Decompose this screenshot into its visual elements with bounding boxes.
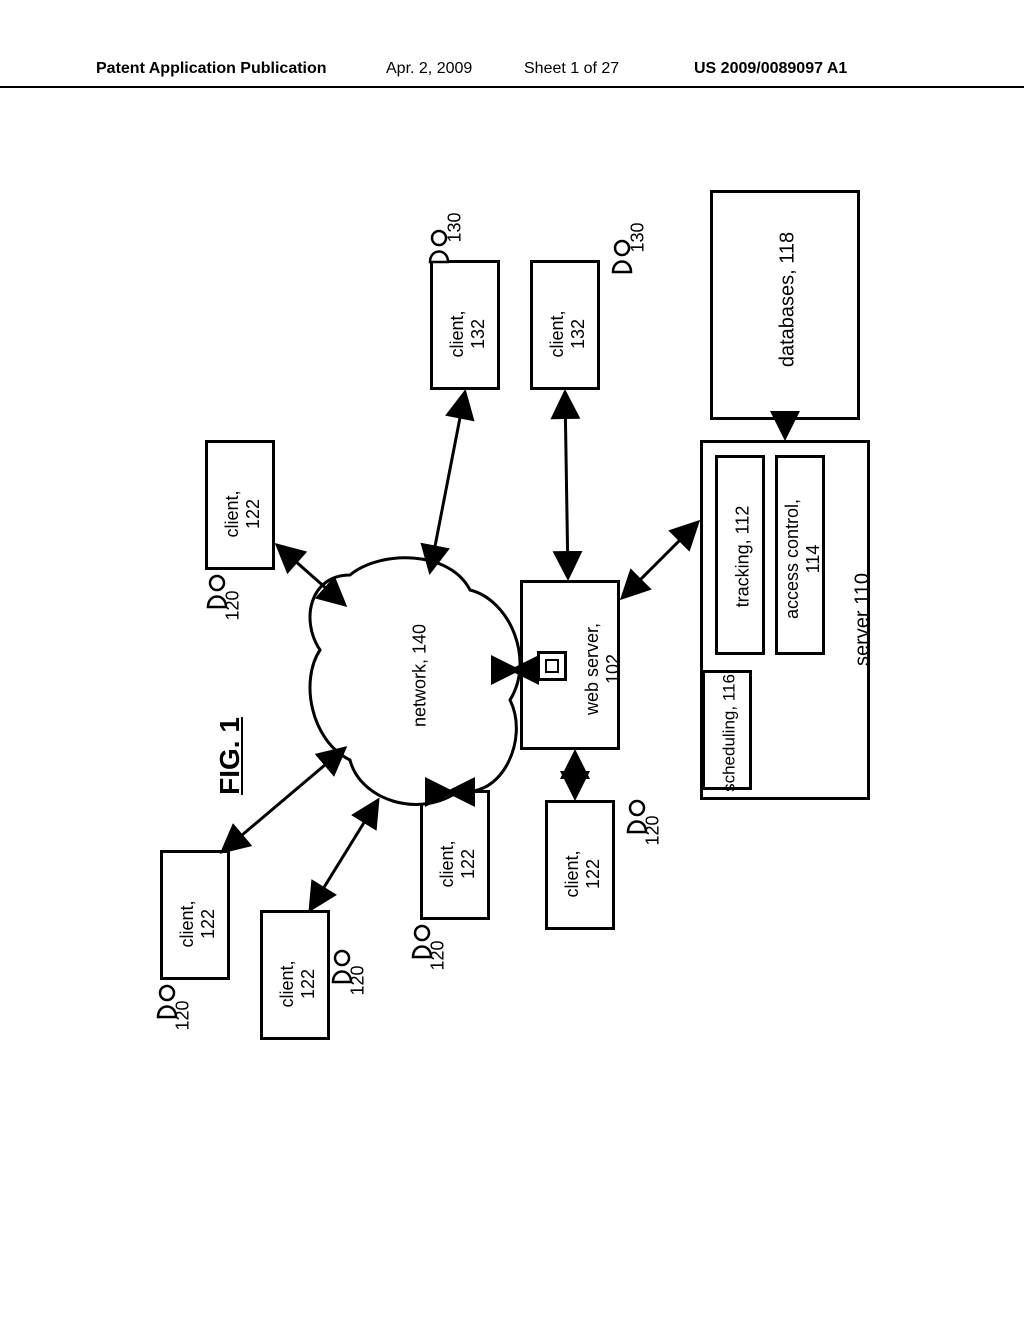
client-122-c: client, 122: [260, 910, 330, 1040]
edge-c122c-net: [310, 800, 378, 910]
ref-130-a: 130: [445, 208, 466, 248]
client-122-a-label: client, 122: [222, 464, 264, 564]
ref-130-b: 130: [628, 218, 649, 258]
databases-box: databases, 118: [710, 190, 860, 420]
web-server-inner-icon: [537, 651, 567, 681]
tracking-box: tracking, 112: [715, 455, 765, 655]
scheduling-label: scheduling, 116: [720, 646, 740, 821]
client-122-d-label: client, 122: [437, 814, 479, 914]
edge-c132a-net: [430, 392, 465, 572]
figure-title: FIG. 1: [214, 696, 246, 816]
edge-c122a-net: [277, 545, 345, 605]
client-132-b: client, 132: [530, 260, 600, 390]
client-122-c-label: client, 122: [277, 934, 319, 1034]
client-122-b-label: client, 122: [177, 874, 219, 974]
client-132-a: client, 132: [430, 260, 500, 390]
page-header: Patent Application Publication Apr. 2, 2…: [0, 58, 1024, 88]
tracking-label: tracking, 112: [733, 472, 754, 642]
client-132-b-label: client, 132: [547, 284, 589, 384]
scheduling-box: scheduling, 116: [702, 670, 752, 790]
ref-120-e: 120: [643, 811, 664, 851]
sheet-number: Sheet 1 of 27: [524, 60, 619, 78]
access-control-box: access control, 114: [775, 455, 825, 655]
client-122-b: client, 122: [160, 850, 230, 980]
publication-number: US 2009/0089097 A1: [694, 60, 847, 78]
edge-web-server: [622, 522, 698, 598]
web-server-box: web server, 102: [520, 580, 620, 750]
access-control-label: access control, 114: [782, 469, 824, 649]
web-server-inner-icon-2: [545, 659, 559, 673]
ref-120-c: 120: [348, 961, 369, 1001]
web-server-label: web server, 102: [582, 599, 624, 739]
client-122-d: client, 122: [420, 790, 490, 920]
ref-120-d: 120: [428, 936, 449, 976]
network-label: network, 140: [410, 591, 431, 761]
server-label: server 110: [852, 540, 875, 700]
client-122-e-label: client, 122: [562, 824, 604, 924]
publication-type: Patent Application Publication: [96, 60, 327, 78]
ref-120-b: 120: [173, 996, 194, 1036]
client-122-a: client, 122: [205, 440, 275, 570]
databases-label: databases, 118: [777, 200, 800, 400]
client-122-e: client, 122: [545, 800, 615, 930]
publication-date: Apr. 2, 2009: [386, 60, 472, 78]
ref-120-a: 120: [223, 586, 244, 626]
edge-c132b-web: [565, 392, 568, 578]
figure-1: FIG. 1 databases, 118 server 110 trackin…: [150, 180, 870, 1080]
client-132-a-label: client, 132: [447, 284, 489, 384]
